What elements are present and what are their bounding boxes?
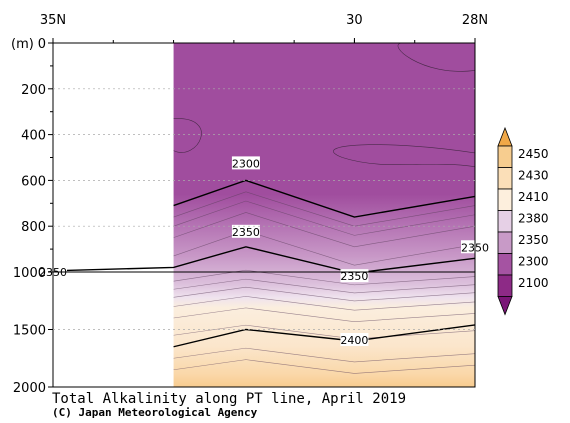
y-tick-label: 2000: [13, 381, 46, 396]
thin-contour-line: [173, 296, 476, 311]
contour-label-bg: [231, 224, 260, 238]
thin-contour-line: [173, 307, 476, 322]
thin-contour-line: [173, 278, 476, 294]
contour-line-2400: [173, 324, 476, 348]
legend-swatch: [497, 167, 513, 190]
thin-contour-line: [333, 144, 476, 167]
chart-title: Total Alkalinity along PT line, April 20…: [52, 391, 407, 407]
thin-contour-line: [173, 200, 476, 236]
thin-contour-line: [173, 230, 476, 266]
legend-label: 2350: [518, 233, 549, 247]
y-tick-label: 1500: [13, 324, 46, 339]
y-axis-unit-label: (m): [11, 37, 34, 52]
legend-label: 2100: [518, 276, 549, 290]
contour-label-bg: [231, 156, 260, 170]
legend-top-arrow: [497, 126, 513, 147]
thin-contour-line: [173, 118, 202, 153]
y-tick-label: 1000: [13, 266, 46, 281]
contour-label-2350: 2350: [340, 270, 368, 283]
y-tick-label: 0: [38, 37, 46, 52]
thin-contour-line: [173, 191, 476, 227]
thin-contour-line: [173, 212, 476, 248]
thin-contour-line: [173, 286, 476, 302]
contour-label-2400: 2400: [340, 334, 368, 347]
chart-credit: (C) Japan Meteorological Agency: [52, 406, 258, 419]
x-tick-label: 28N: [462, 13, 488, 28]
y-tick-label: 400: [21, 129, 46, 144]
contour-label-bg: [340, 333, 369, 346]
legend-swatch: [497, 145, 513, 168]
legend-swatch: [497, 188, 513, 211]
x-tick-label: 35N: [40, 13, 66, 28]
y-tick-label: 800: [21, 220, 46, 235]
legend-label: 2410: [518, 190, 549, 204]
legend-label: 2430: [518, 169, 549, 183]
legend-label: 2450: [518, 147, 549, 161]
legend-label: 2300: [518, 255, 549, 269]
contour-label-2300: 2300: [232, 157, 260, 170]
thin-contour-line: [173, 269, 476, 286]
legend-bottom-arrow: [497, 296, 513, 316]
legend-swatch: [497, 210, 513, 233]
thin-contour-line: [397, 42, 476, 72]
legend-swatch: [497, 231, 513, 254]
legend-swatch: [497, 253, 513, 276]
plot-frame: [52, 42, 476, 388]
contour-line-2350: [52, 246, 476, 274]
y-tick-label: 200: [21, 83, 46, 98]
thin-contour-line: [173, 324, 476, 340]
thin-contour-line: [173, 347, 476, 363]
contour-line-2300: [173, 179, 476, 218]
legend-label: 2380: [518, 212, 549, 226]
thin-contour-line: [173, 359, 476, 374]
x-tick-label: 30: [346, 13, 363, 28]
contour-label-2350: 2350: [232, 226, 260, 239]
y-tick-label: 600: [21, 174, 46, 189]
legend-swatch: [497, 274, 513, 297]
